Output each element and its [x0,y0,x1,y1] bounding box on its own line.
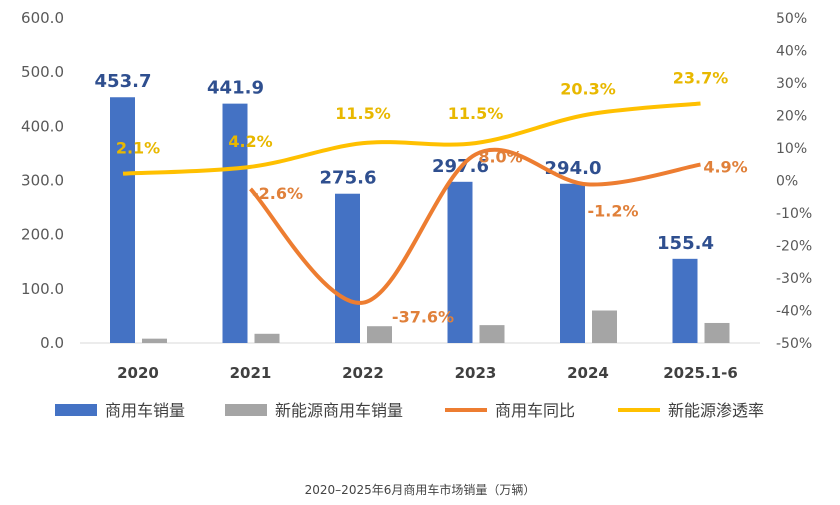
x-tick-label: 2020 [117,364,159,382]
bar-commercial [110,97,135,343]
y2-tick-label: -20% [776,239,812,255]
line-data-label: 20.3% [560,80,616,99]
y2-tick-label: 20% [776,109,807,125]
bar-commercial [672,258,698,343]
legend-swatch [55,404,97,416]
legend-label: 新能源商用车销量 [275,401,403,420]
line-data-label: -1.2% [587,201,638,220]
y2-tick-label: 40% [776,44,807,60]
x-tick-label: 2021 [230,364,272,382]
y2-tick-label: 50% [776,11,807,27]
y-tick-label: 400.0 [21,117,64,135]
y2-tick-label: -10% [776,206,812,222]
bar-nev [254,333,280,343]
y-tick-label: 600.0 [21,9,64,27]
line-yoy [249,147,701,305]
line-data-label: 4.9% [703,158,747,177]
line-penetration [122,101,701,176]
chart-svg: 0.0 100.0 200.0 300.0 400.0 500.0 600.0 -50% -40… [21,9,812,420]
bar-nev [592,310,617,343]
y2-tick-label: 30% [776,76,807,92]
x-tick-label: 2025.1-6 [663,364,738,382]
bar-commercial [222,103,248,343]
line-data-label: 11.5% [335,104,391,123]
line-data-label: -37.6% [392,308,454,327]
legend-label: 商用车同比 [495,401,575,420]
y2-tick-label: -40% [776,304,812,320]
line-data-label: 11.5% [448,104,504,123]
bar-data-label: 294.0 [545,158,602,179]
bar-data-label: 155.4 [657,233,714,254]
y-tick-label: 200.0 [21,226,64,244]
chart-caption: 2020–2025年6月商用车市场销量（万辆） [304,483,536,497]
bar-nev [142,338,167,343]
y2-tick-label: 0% [776,174,798,190]
x-tick-label: 2023 [455,364,497,382]
bar-nev [704,322,730,343]
bar-nev [367,326,392,343]
bar-nev [479,325,505,343]
y-tick-label: 500.0 [21,63,64,81]
y2-tick-label: 10% [776,141,807,157]
bar-commercial [447,181,473,343]
legend-label: 商用车销量 [105,401,185,420]
line-data-label: 4.2% [228,132,272,151]
y-tick-label: 300.0 [21,172,64,190]
line-data-label: 8.0% [478,148,522,167]
x-tick-label: 2024 [567,364,609,382]
y2-tick-label: -30% [776,271,812,287]
line-data-label: -2.6% [252,184,303,203]
bar-data-label: 275.6 [320,168,377,189]
bar-data-label: 441.9 [207,78,264,99]
y-tick-label: 0.0 [40,334,64,352]
x-tick-label: 2022 [342,364,384,382]
y-tick-label: 100.0 [21,280,64,298]
legend-label: 新能源渗透率 [668,401,764,420]
bar-commercial [560,183,585,343]
bar-data-label: 453.7 [95,71,152,92]
y2-tick-label: -50% [776,336,812,352]
legend-swatch [225,404,267,416]
line-data-label: 23.7% [673,68,729,87]
line-data-label: 2.1% [116,139,160,158]
bar-commercial [335,193,360,343]
